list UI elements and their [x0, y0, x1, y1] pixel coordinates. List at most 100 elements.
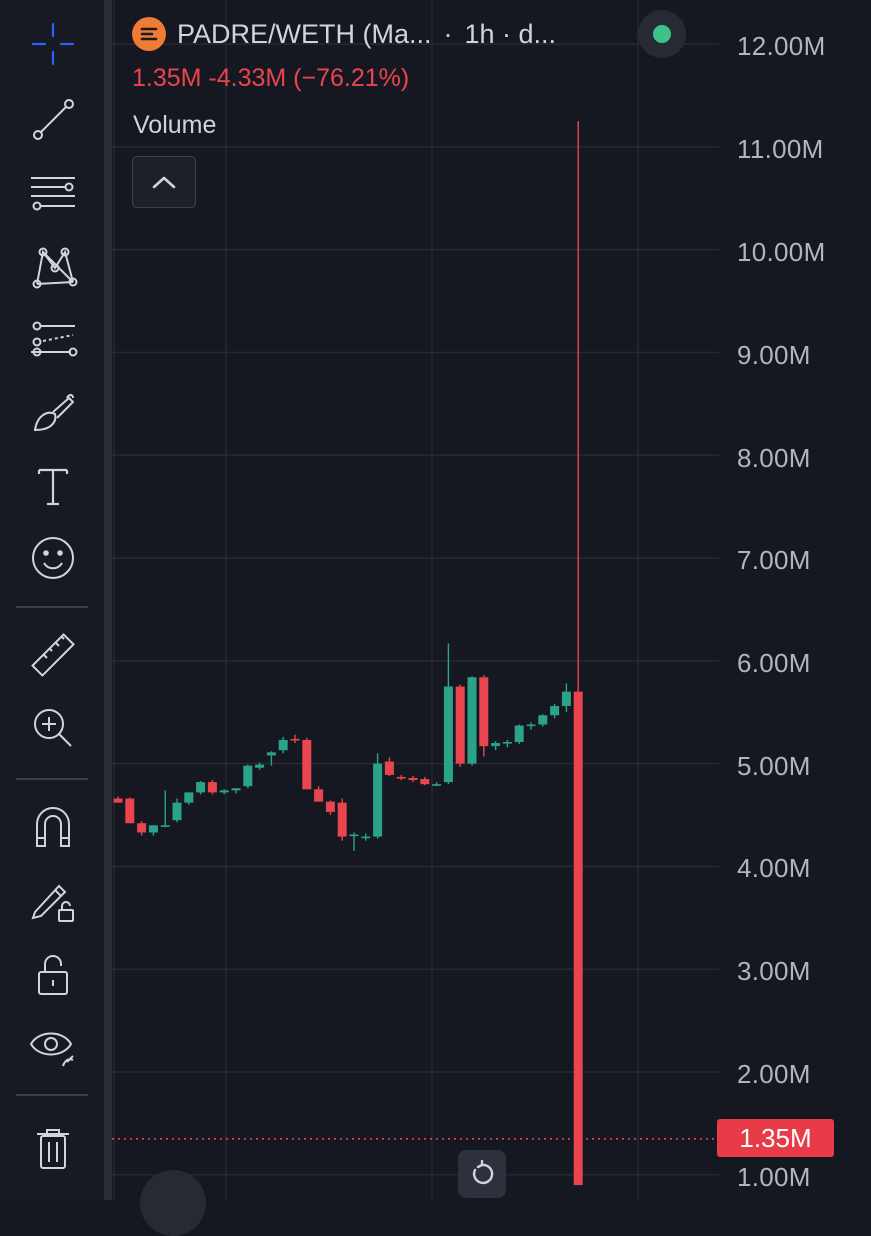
- candle-body: [184, 792, 194, 803]
- price-axis[interactable]: 12.00M 11.00M 10.00M 9.00M 8.00M 7.00M 6…: [719, 0, 871, 1200]
- candle-body: [266, 752, 276, 756]
- crosshair-icon: [31, 22, 75, 66]
- price-tick: 4.00M: [737, 853, 811, 883]
- candle-body: [467, 677, 477, 764]
- candle-body: [561, 691, 571, 707]
- candle-body: [125, 798, 135, 824]
- candle-body: [573, 691, 583, 1186]
- magnet-tool[interactable]: [22, 796, 84, 856]
- fib-retracement-icon: [31, 177, 75, 211]
- candle-body: [373, 763, 383, 837]
- emoji-tool[interactable]: [22, 528, 84, 588]
- candle-body: [314, 789, 324, 802]
- pair-logo-icon: [132, 17, 166, 51]
- candle-body: [137, 823, 147, 833]
- collapse-legend-button[interactable]: [132, 156, 196, 208]
- market-status-indicator[interactable]: [638, 10, 686, 58]
- prediction-tool[interactable]: [22, 310, 84, 370]
- eye-tool[interactable]: [22, 1016, 84, 1076]
- candle-body: [113, 798, 123, 803]
- pattern-tool[interactable]: [22, 236, 84, 296]
- candle-body: [502, 742, 512, 744]
- pattern-icon: [32, 247, 78, 289]
- fib-retracement-tool[interactable]: [22, 162, 84, 222]
- candle-body: [207, 782, 217, 793]
- trash-tool[interactable]: [22, 1118, 84, 1178]
- crosshair-tool[interactable]: [22, 14, 84, 74]
- reset-icon: [472, 1160, 494, 1185]
- tradingview-logo[interactable]: [140, 1170, 206, 1236]
- legend-separator: ·: [443, 18, 453, 49]
- drawing-toolbar: [0, 0, 104, 1200]
- price-tick: 8.00M: [737, 443, 811, 473]
- price-tick: 9.00M: [737, 340, 811, 370]
- price-tick: 2.00M: [737, 1059, 811, 1089]
- price-tick: 1.00M: [737, 1162, 811, 1192]
- current-price-badge: 1.35M: [717, 1119, 834, 1157]
- candle-body: [349, 834, 359, 837]
- ruler-tool[interactable]: [22, 626, 84, 686]
- toolbar-separator: [16, 778, 88, 780]
- candle-body: [384, 761, 394, 775]
- reset-chart-button[interactable]: [458, 1150, 506, 1198]
- candle-body: [443, 686, 453, 783]
- candle-body: [243, 765, 253, 787]
- price-tick: 11.00M: [737, 134, 824, 164]
- chart-pane[interactable]: [112, 0, 719, 1200]
- toolbar-separator: [16, 1094, 88, 1096]
- candle-body: [196, 782, 206, 793]
- symbol-title[interactable]: PADRE/WETH (Ma...: [177, 18, 432, 49]
- trend-line-tool[interactable]: [22, 90, 84, 150]
- brush-icon: [33, 394, 75, 432]
- price-tick: 12.00M: [737, 31, 826, 61]
- price-tick: 5.00M: [737, 751, 811, 781]
- candle-body: [325, 801, 335, 812]
- zoom-in-icon: [34, 709, 72, 747]
- eye-icon: [29, 1032, 74, 1067]
- candle-body: [432, 784, 442, 786]
- candle-body: [278, 739, 288, 751]
- volume-indicator-label[interactable]: Volume: [133, 111, 217, 139]
- candle-body: [148, 825, 158, 833]
- ruler-icon: [31, 633, 75, 677]
- price-tick: 3.00M: [737, 956, 811, 986]
- price-tick: 7.00M: [737, 545, 811, 575]
- candle-body: [219, 790, 229, 793]
- candle-body: [302, 739, 312, 790]
- zoom-in-tool[interactable]: [22, 698, 84, 758]
- candle-body: [479, 677, 489, 747]
- candle-body: [160, 825, 170, 827]
- candle-body: [172, 802, 182, 821]
- candle-body: [491, 743, 501, 747]
- candle-body: [514, 725, 524, 743]
- candle-body: [290, 738, 300, 741]
- candle-body: [420, 779, 430, 785]
- toolbar-separator: [16, 606, 88, 608]
- candle-body: [396, 776, 406, 779]
- legend-values: 1.35M -4.33M (−76.21%): [132, 64, 410, 92]
- toolbar-scrollbar[interactable]: [104, 0, 112, 1200]
- text-tool[interactable]: [22, 456, 84, 516]
- chart-legend[interactable]: PADRE/WETH (Ma... · 1h · d...: [132, 16, 556, 52]
- candle-body: [408, 777, 418, 781]
- candle-body: [361, 836, 371, 839]
- lock-drawing-tool[interactable]: [22, 870, 84, 930]
- candlestick-chart: [112, 0, 719, 1200]
- candle-body: [550, 706, 560, 716]
- candle-body: [538, 715, 548, 725]
- trash-icon: [37, 1129, 69, 1169]
- lock-icon: [38, 955, 68, 995]
- lock-tool[interactable]: [22, 944, 84, 1004]
- candle-body: [255, 764, 265, 768]
- interval-label[interactable]: 1h · d...: [464, 18, 557, 49]
- candle-body: [455, 686, 465, 764]
- emoji-icon: [32, 537, 74, 579]
- prediction-icon: [31, 321, 78, 357]
- candle-body: [231, 788, 241, 791]
- status-dot-icon: [653, 25, 671, 43]
- brush-tool[interactable]: [22, 384, 84, 444]
- trend-line-icon: [33, 99, 74, 140]
- price-tick: 10.00M: [737, 237, 826, 267]
- text-icon: [37, 468, 69, 506]
- candle-body: [526, 724, 536, 727]
